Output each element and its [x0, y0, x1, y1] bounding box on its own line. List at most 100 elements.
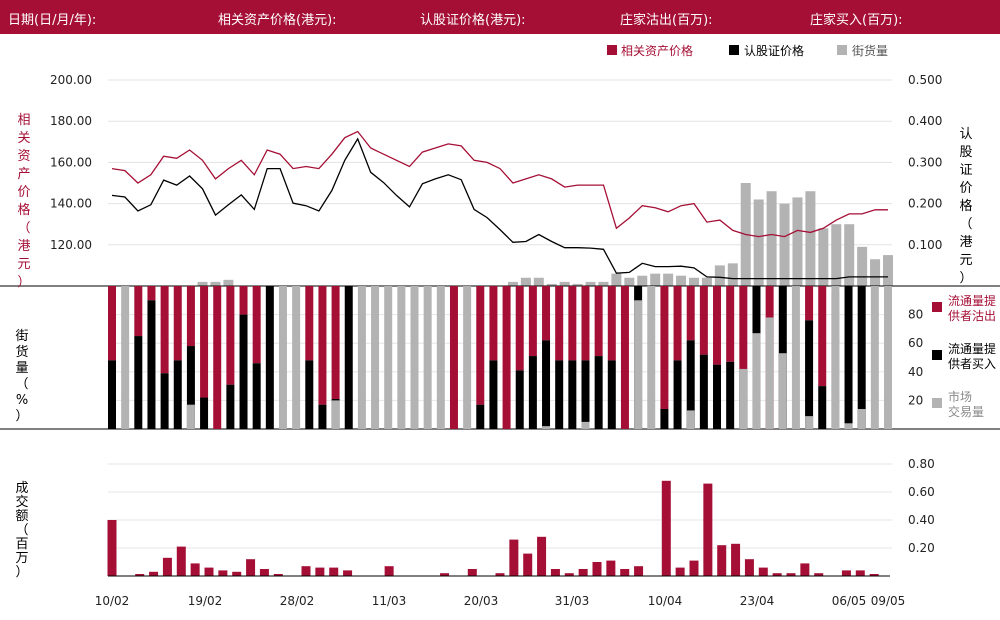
street-volume-bar	[766, 191, 777, 286]
flow-bar-bought	[660, 408, 669, 429]
turnover-bar	[689, 560, 699, 576]
turnover-bar	[384, 566, 394, 576]
turnover-bar	[273, 574, 283, 576]
street-volume-bar	[753, 199, 764, 286]
turnover-bar	[218, 570, 228, 576]
flow-bar-gray	[278, 286, 287, 429]
turnover-bar	[661, 480, 671, 576]
flow-bar-sold	[173, 286, 182, 361]
flow-bar-bought	[489, 360, 498, 429]
turnover-bar	[509, 539, 519, 576]
date-tick-label: 23/04	[740, 594, 775, 608]
street-volume-bar	[197, 281, 208, 286]
turnover-bar	[149, 571, 159, 576]
legend-warrant-label: 认股证价格	[744, 43, 804, 58]
flow-bar-bought	[318, 404, 327, 429]
turnover-bar	[869, 574, 879, 576]
turnover-bar	[800, 563, 810, 576]
flow-bar-bought	[200, 397, 209, 429]
underlying-axis-title: 相关资产价格（港元）	[17, 113, 30, 290]
flow-bar-sold	[594, 286, 603, 357]
street-volume-bar	[624, 277, 635, 286]
flow-bar-bought	[686, 340, 695, 429]
turnover-axis-title: 成交额（百万）	[15, 481, 28, 580]
date-tick-label: 06/05	[832, 594, 867, 608]
date-tick-label: 19/02	[188, 594, 223, 608]
flow-bar-sold	[515, 286, 524, 371]
flow-bar-sold	[318, 286, 327, 405]
turnover-bar	[162, 557, 172, 576]
turnover-bar	[301, 566, 311, 576]
flow-bar-bought	[239, 314, 248, 429]
legend-street-label: 街货量	[852, 43, 888, 58]
market-maker-sold-label: 庄家沽出(百万):	[620, 13, 713, 28]
flow-bar-black	[344, 286, 353, 429]
flow-bar-bought	[147, 300, 156, 429]
date-tick-label: 10/02	[95, 594, 130, 608]
turnover-bar	[537, 536, 547, 576]
turnover-bar	[758, 567, 768, 576]
turnover-bar	[564, 573, 574, 576]
underlying-tick-label: 160.00	[50, 155, 92, 169]
flow-bar-bought	[542, 340, 551, 429]
header-bar: 日期(日/月/年): 相关资产价格(港元): 认股证价格(港元): 庄家沽出(百…	[0, 0, 1000, 34]
turnover-bar	[744, 559, 754, 576]
flow-bar-bought	[108, 360, 116, 429]
flow-bar-black	[844, 286, 853, 429]
legend-sold-label: 流通量提供者沽出	[948, 293, 996, 323]
flow-bar-bought	[134, 336, 143, 429]
legend-warrant-swatch	[729, 45, 739, 55]
warrant-tick-label: 0.400	[908, 114, 942, 128]
flow-bar-bought	[673, 360, 682, 429]
date-tick-label: 28/02	[280, 594, 315, 608]
underlying-tick-label: 180.00	[50, 114, 92, 128]
turnover-tick-label: 0.40	[908, 513, 935, 527]
flow-bar-gray	[410, 286, 419, 429]
turnover-tick-label: 0.20	[908, 541, 935, 555]
turnover-bar	[232, 571, 242, 576]
warrant-axis-title: 认股证价格（港元）	[959, 127, 972, 286]
flow-bar-sold	[555, 286, 564, 361]
legend-market-label: 市场交易量	[948, 389, 984, 419]
turnover-bar	[467, 569, 477, 576]
flow-bar-bought	[607, 360, 616, 429]
turnover-tick-label: 0.60	[908, 485, 935, 499]
flow-bar-sold	[673, 286, 682, 361]
warrant-tick-label: 0.300	[908, 155, 942, 169]
street-volume-bar	[805, 191, 816, 286]
street-volume-bar	[727, 263, 738, 286]
turnover-bar	[814, 573, 824, 576]
flow-bar-crimson	[449, 286, 458, 429]
flow-bar-black	[265, 286, 274, 429]
turnover-bar	[315, 567, 325, 576]
turnover-bar	[343, 570, 353, 576]
date-tick-label: 11/03	[372, 594, 407, 608]
legend-bought-swatch	[932, 350, 942, 360]
flow-bar-bought	[173, 360, 182, 429]
turnover-bar	[550, 569, 560, 576]
flow-bar-bought	[252, 363, 261, 429]
date-tick-label: 20/03	[464, 594, 499, 608]
flow-bar-sold	[331, 286, 340, 399]
turnover-bar	[135, 574, 145, 576]
flow-bar-gray	[884, 286, 892, 429]
turnover-bar	[204, 567, 214, 576]
warrant-tick-label: 0.200	[908, 197, 942, 211]
flow-bar-bought	[699, 354, 708, 429]
flow-bar-crimson	[213, 286, 222, 429]
turnover-bar	[523, 553, 533, 576]
flow-bar-bought	[805, 320, 814, 429]
flow-bar-sold	[489, 286, 498, 361]
flow-bar-sold	[147, 286, 156, 301]
flow-bar-sold	[581, 286, 590, 361]
turnover-bar	[606, 560, 616, 576]
flow-bar-market	[331, 400, 340, 429]
street-volume-bar	[883, 255, 893, 286]
legend-market-swatch	[932, 398, 942, 408]
turnover-axis-ticks: 0.20 0.40 0.60 0.80	[908, 457, 935, 555]
flow-bar-sold	[568, 286, 577, 361]
street-volume-bar	[598, 281, 609, 286]
flow-bar-sold	[186, 286, 195, 347]
street-volume-bar	[520, 277, 531, 286]
